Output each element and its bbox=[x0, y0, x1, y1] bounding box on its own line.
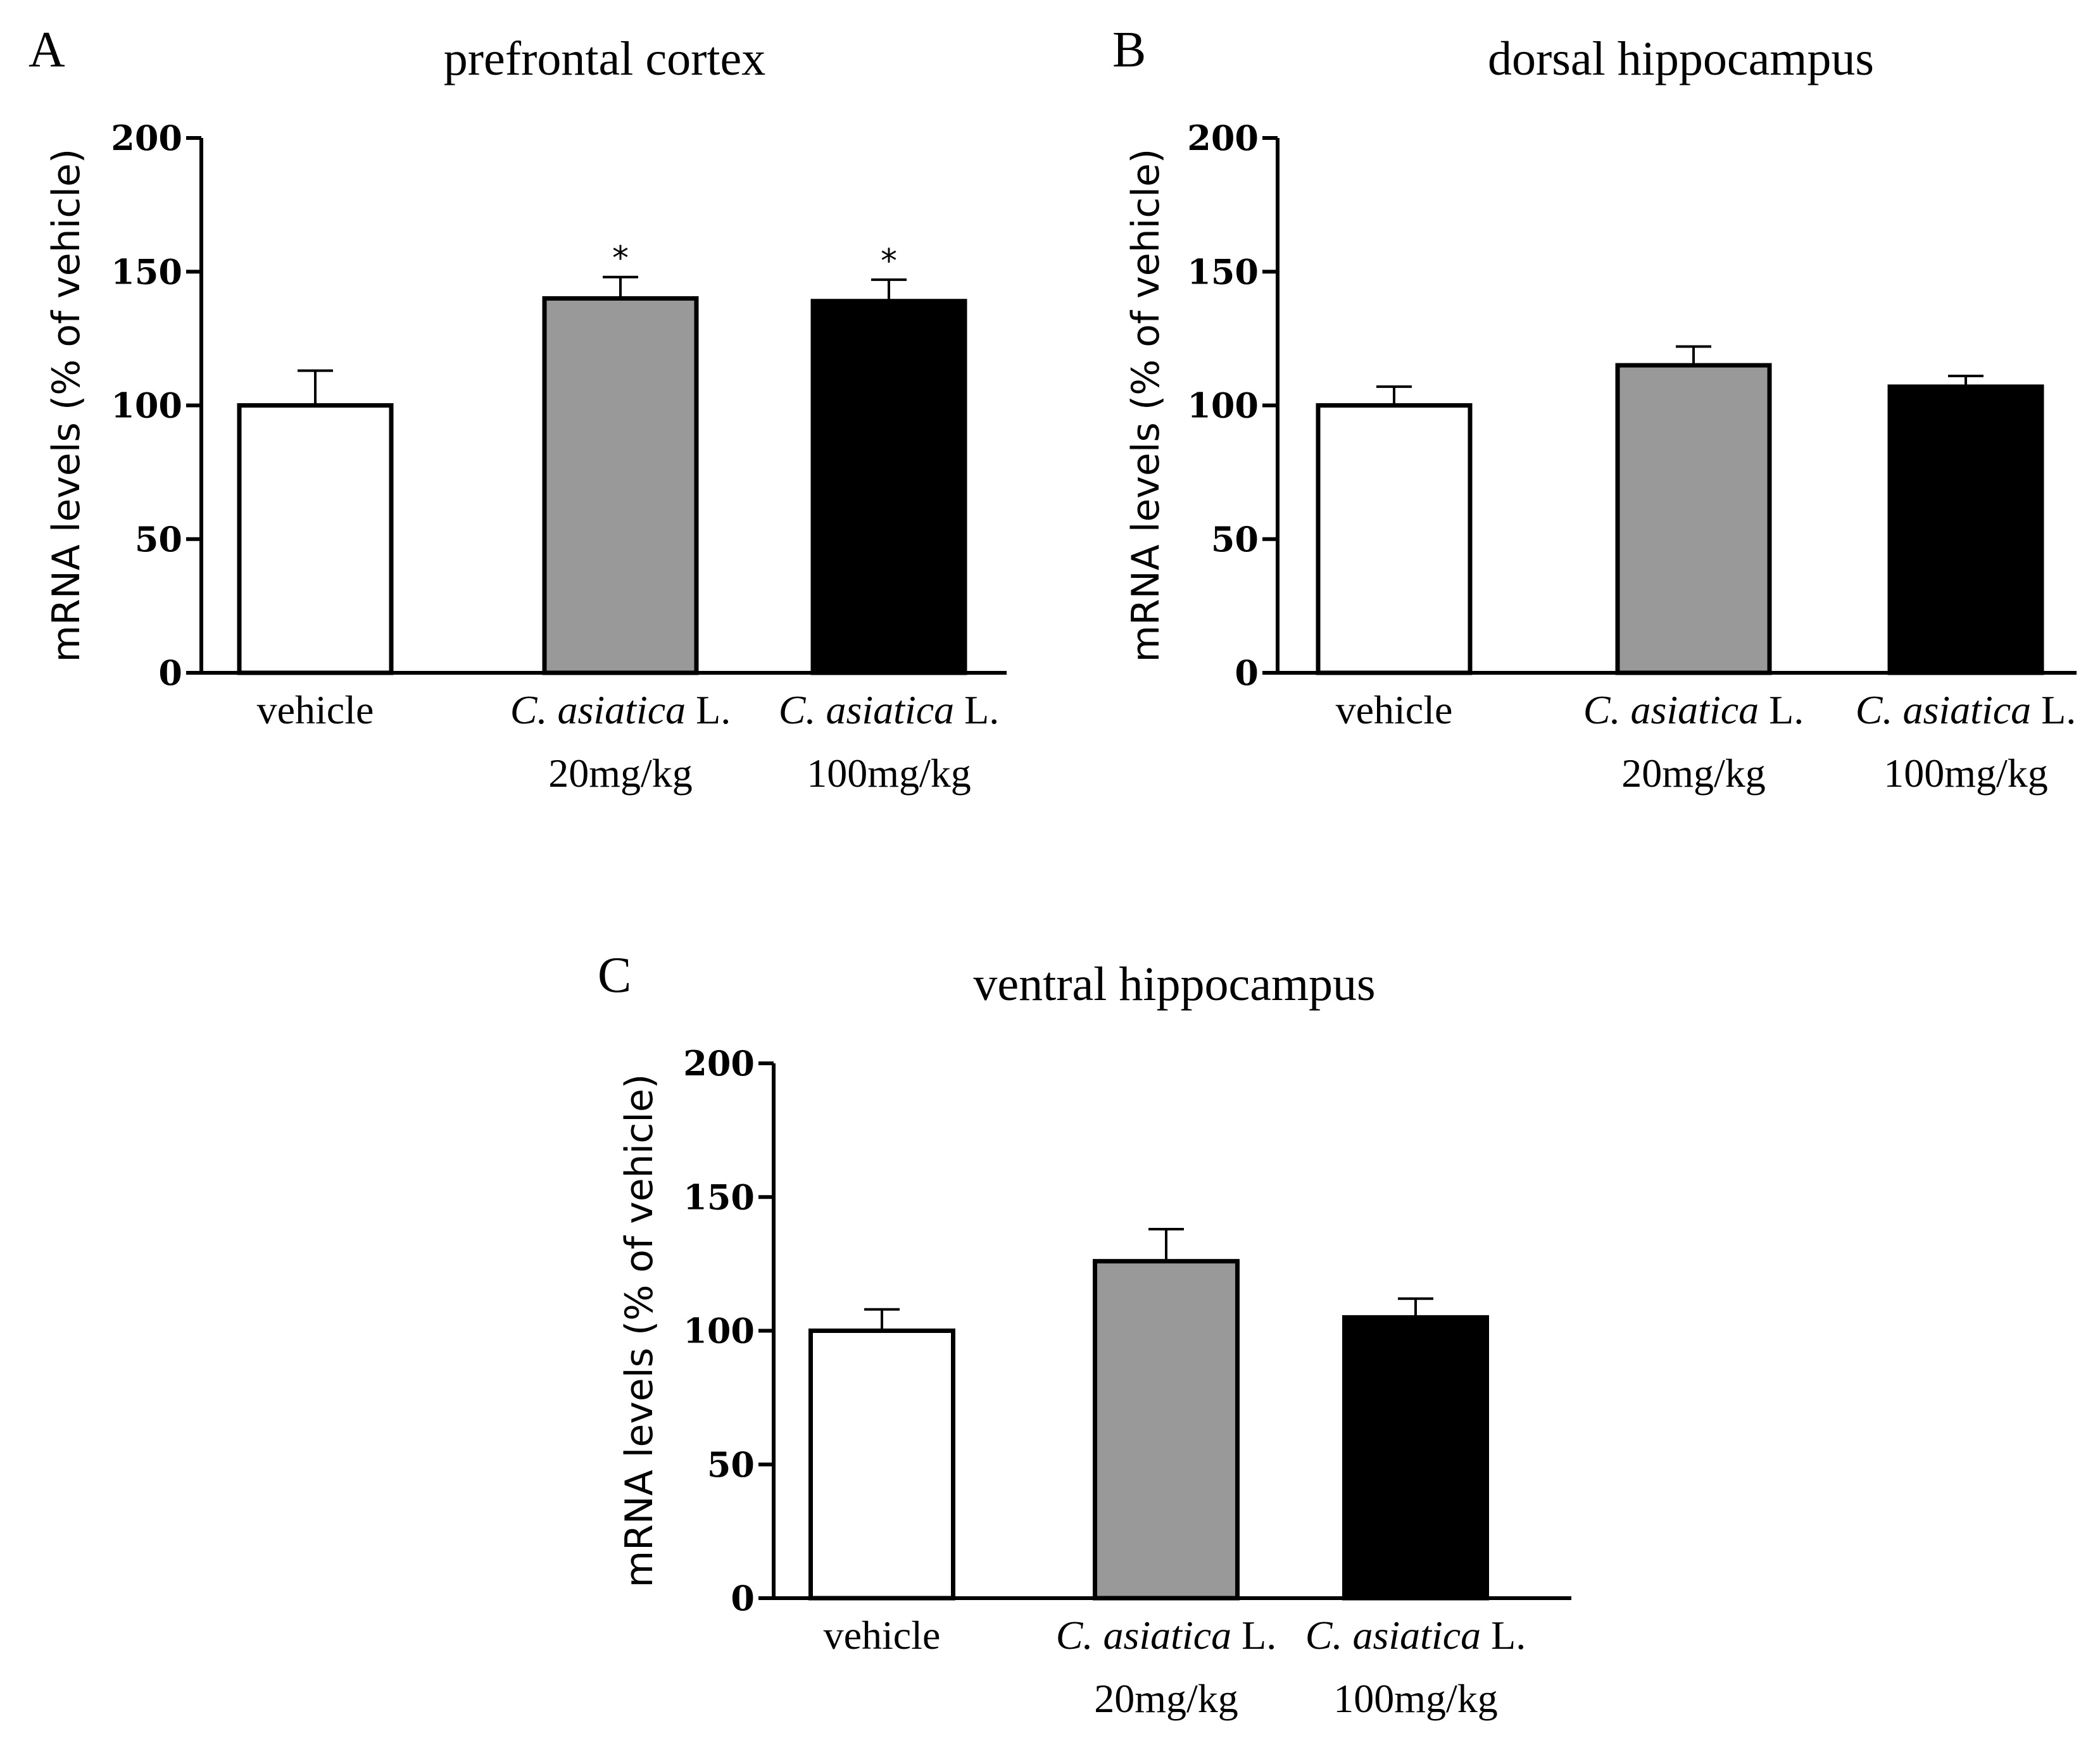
y-tick-label: 50 bbox=[135, 519, 182, 560]
x-tick-label-plain: L. bbox=[1759, 687, 1804, 732]
x-tick-label: C. asiatica L. bbox=[1305, 1613, 1526, 1658]
x-tick-label-italic: C. asiatica bbox=[1583, 687, 1759, 732]
significance-marker: * bbox=[881, 242, 897, 280]
chart-title: dorsal hippocampus bbox=[1488, 32, 1874, 85]
bar bbox=[1887, 384, 2044, 675]
panel-letter: A bbox=[28, 22, 65, 78]
y-tick-label: 200 bbox=[1187, 118, 1259, 158]
y-tick-label: 150 bbox=[683, 1177, 755, 1217]
x-tick-label: C. asiatica L. bbox=[510, 687, 731, 732]
significance-marker: * bbox=[612, 240, 629, 278]
y-tick-label: 200 bbox=[683, 1043, 755, 1084]
x-tick-label-italic: C. asiatica bbox=[1056, 1613, 1231, 1658]
x-tick-label-plain: L. bbox=[1481, 1613, 1526, 1658]
bar bbox=[1093, 1259, 1240, 1601]
y-tick-label: 100 bbox=[683, 1311, 755, 1351]
x-tick-label-plain: vehicle bbox=[824, 1613, 941, 1658]
y-axis-label: mRNA levels (% of vehicle) bbox=[617, 1074, 662, 1588]
y-axis-label: mRNA levels (% of vehicle) bbox=[44, 149, 89, 663]
x-tick-label-dose: 100mg/kg bbox=[1883, 751, 2048, 796]
x-tick-label-dose: 20mg/kg bbox=[1094, 1676, 1238, 1721]
bar bbox=[1342, 1315, 1489, 1601]
x-tick-label-plain: vehicle bbox=[257, 687, 374, 732]
x-tick-label-plain: L. bbox=[2031, 687, 2076, 732]
x-tick-label-dose: 100mg/kg bbox=[807, 751, 971, 796]
x-tick-label: vehicle bbox=[824, 1613, 941, 1658]
bar bbox=[237, 403, 394, 675]
panel-letter: C bbox=[598, 948, 631, 1003]
y-tick-label: 100 bbox=[111, 385, 182, 426]
y-tick-label: 150 bbox=[1187, 251, 1259, 292]
y-tick-label: 0 bbox=[1235, 653, 1259, 693]
x-tick-label-dose: 20mg/kg bbox=[1621, 751, 1766, 796]
y-tick-label: 50 bbox=[1211, 519, 1259, 560]
bar bbox=[542, 296, 699, 675]
panel-letter: B bbox=[1112, 22, 1146, 78]
bar bbox=[808, 1329, 955, 1601]
bar bbox=[1316, 403, 1473, 675]
x-tick-label-dose: 100mg/kg bbox=[1333, 1676, 1498, 1721]
y-tick-label: 200 bbox=[111, 118, 182, 158]
x-tick-label: vehicle bbox=[257, 687, 374, 732]
y-tick-label: 50 bbox=[707, 1444, 755, 1485]
x-tick-label: C. asiatica L. bbox=[779, 687, 999, 732]
x-tick-label: C. asiatica L. bbox=[1583, 687, 1804, 732]
x-tick-label: C. asiatica L. bbox=[1056, 1613, 1276, 1658]
y-tick-label: 0 bbox=[731, 1578, 755, 1618]
x-tick-label-italic: C. asiatica bbox=[1305, 1613, 1481, 1658]
y-tick-label: 150 bbox=[111, 251, 182, 292]
bar bbox=[810, 299, 967, 675]
x-tick-label-plain: L. bbox=[686, 687, 731, 732]
chart-title: ventral hippocampus bbox=[973, 958, 1375, 1011]
x-tick-label-italic: C. asiatica bbox=[510, 687, 686, 732]
y-tick-label: 100 bbox=[1187, 385, 1259, 426]
chart-title: prefrontal cortex bbox=[444, 32, 766, 85]
y-tick-label: 0 bbox=[158, 653, 182, 693]
x-tick-label: vehicle bbox=[1336, 687, 1453, 732]
bar bbox=[1615, 363, 1772, 675]
x-tick-label-italic: C. asiatica bbox=[779, 687, 954, 732]
x-tick-label-plain: vehicle bbox=[1336, 687, 1453, 732]
y-axis-label: mRNA levels (% of vehicle) bbox=[1124, 149, 1168, 663]
x-tick-label-dose: 20mg/kg bbox=[548, 751, 693, 796]
x-tick-label-plain: L. bbox=[954, 687, 999, 732]
x-tick-label-italic: C. asiatica bbox=[1856, 687, 2031, 732]
x-tick-label-plain: L. bbox=[1231, 1613, 1276, 1658]
x-tick-label: C. asiatica L. bbox=[1856, 687, 2076, 732]
